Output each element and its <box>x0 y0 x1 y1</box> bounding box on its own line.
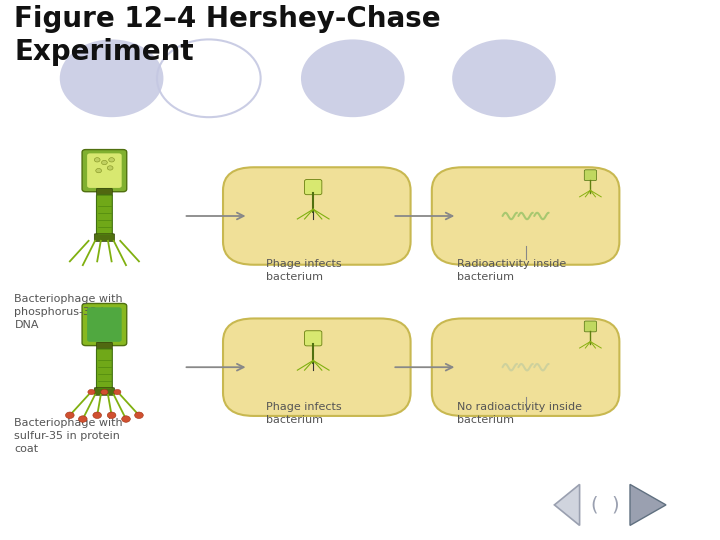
Circle shape <box>60 39 163 117</box>
Circle shape <box>66 412 74 418</box>
Circle shape <box>101 389 108 395</box>
FancyBboxPatch shape <box>305 330 322 346</box>
FancyBboxPatch shape <box>432 319 619 416</box>
Circle shape <box>452 39 556 117</box>
FancyBboxPatch shape <box>94 234 114 241</box>
Text: Radioactivity inside
bacterium: Radioactivity inside bacterium <box>457 259 567 282</box>
FancyBboxPatch shape <box>305 179 322 195</box>
FancyBboxPatch shape <box>94 388 114 395</box>
Circle shape <box>78 416 87 422</box>
Text: Figure 12–4 Hershey-Chase
Experiment: Figure 12–4 Hershey-Chase Experiment <box>14 5 441 66</box>
FancyBboxPatch shape <box>585 321 596 332</box>
FancyBboxPatch shape <box>96 342 112 350</box>
Text: No radioactivity inside
bacterium: No radioactivity inside bacterium <box>457 402 582 425</box>
Text: Phage infects
bacterium: Phage infects bacterium <box>266 402 342 425</box>
Circle shape <box>301 39 405 117</box>
Circle shape <box>94 158 100 162</box>
Circle shape <box>122 416 130 422</box>
FancyBboxPatch shape <box>82 150 127 192</box>
Text: (: ( <box>590 495 598 515</box>
FancyBboxPatch shape <box>96 188 112 196</box>
Circle shape <box>109 158 114 162</box>
Text: Bacteriophage with
sulfur-35 in protein
coat: Bacteriophage with sulfur-35 in protein … <box>14 418 123 454</box>
Text: Bacteriophage with
phosphorus-32 in
DNA: Bacteriophage with phosphorus-32 in DNA <box>14 294 123 330</box>
FancyBboxPatch shape <box>223 319 410 416</box>
FancyBboxPatch shape <box>96 349 112 389</box>
Circle shape <box>107 412 116 418</box>
Circle shape <box>93 412 102 418</box>
FancyBboxPatch shape <box>96 195 112 235</box>
Polygon shape <box>630 484 666 525</box>
FancyBboxPatch shape <box>87 307 122 342</box>
Text: Phage infects
bacterium: Phage infects bacterium <box>266 259 342 282</box>
Circle shape <box>107 166 113 170</box>
Circle shape <box>96 168 102 173</box>
FancyBboxPatch shape <box>585 170 596 180</box>
FancyBboxPatch shape <box>87 153 122 188</box>
Circle shape <box>135 412 143 418</box>
FancyBboxPatch shape <box>432 167 619 265</box>
FancyBboxPatch shape <box>82 303 127 346</box>
Polygon shape <box>554 484 580 525</box>
FancyBboxPatch shape <box>223 167 410 265</box>
Circle shape <box>102 160 107 165</box>
Circle shape <box>88 389 95 395</box>
Circle shape <box>114 389 121 395</box>
Text: ): ) <box>612 495 619 515</box>
